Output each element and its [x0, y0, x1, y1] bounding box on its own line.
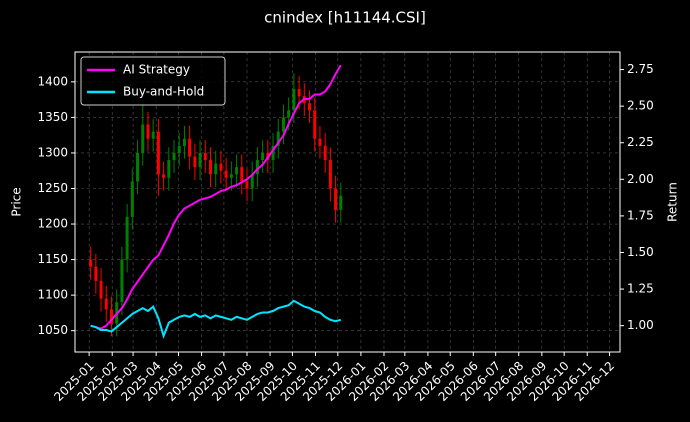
candle-body [141, 124, 145, 153]
candle-body [172, 152, 176, 161]
candle-body [224, 170, 228, 178]
legend-label: AI Strategy [123, 63, 190, 77]
candle-body [209, 160, 213, 175]
candle-body [151, 131, 155, 139]
y2-tick-label: 1.00 [627, 318, 654, 332]
y-tick-label: 1400 [37, 74, 68, 88]
candle-body [334, 188, 338, 210]
y-tick-label: 1350 [37, 110, 68, 124]
candle-body [255, 160, 259, 175]
candle-body [261, 152, 265, 161]
candle-body [156, 131, 160, 175]
y-tick-label: 1250 [37, 181, 68, 195]
y-tick-label: 1100 [37, 288, 68, 302]
candle-body [235, 167, 239, 175]
candle-body [203, 152, 207, 161]
candle-body [318, 138, 322, 146]
candle-body [328, 160, 332, 189]
y-tick-label: 1300 [37, 145, 68, 159]
candle-body [177, 145, 181, 153]
y2-tick-label: 2.25 [627, 135, 654, 149]
plot-frame [74, 51, 621, 353]
y-tick-label: 1050 [37, 323, 68, 337]
candle-body [130, 181, 134, 217]
candle-body [292, 88, 296, 111]
y2-axis-label: Return [666, 182, 680, 222]
y2-tick-label: 2.75 [627, 62, 654, 76]
y2-tick-label: 2.00 [627, 172, 654, 186]
candle-body [297, 88, 301, 97]
y2-tick-label: 2.50 [627, 99, 654, 113]
candle-body [214, 163, 218, 175]
candle-body [281, 117, 285, 132]
y-tick-label: 1200 [37, 217, 68, 231]
candle-body [120, 259, 124, 303]
candle-body [125, 216, 129, 260]
candle-body [89, 259, 93, 267]
candle-body [240, 167, 244, 182]
chart-title: cnindex [h11144.CSI] [264, 9, 426, 27]
y2-tick-label: 1.50 [627, 245, 654, 259]
candle-body [146, 124, 150, 139]
candle-body [109, 309, 113, 324]
candle-body [308, 103, 312, 111]
candle-body [99, 280, 103, 299]
candle-body [198, 152, 202, 168]
candle-body [182, 138, 186, 146]
candle-body [229, 174, 233, 178]
candle-body [339, 195, 343, 210]
candle-body [94, 266, 98, 281]
series-line [90, 64, 342, 330]
y2-tick-label: 1.75 [627, 208, 654, 222]
candle-body [271, 145, 275, 161]
candle-body [188, 138, 192, 157]
candle-body [276, 131, 280, 146]
candle-body [313, 110, 317, 139]
candle-body [136, 152, 140, 182]
series-line [90, 299, 342, 339]
y-axis-label: Price [10, 187, 24, 216]
y-tick-label: 1150 [37, 252, 68, 266]
legend-label: Buy-and-Hold [123, 85, 204, 99]
y2-tick-label: 1.25 [627, 282, 654, 296]
candle-body [323, 145, 327, 161]
candle-body [167, 160, 171, 178]
candle-body [193, 156, 197, 168]
candle-body [162, 174, 166, 178]
candle-body [245, 181, 249, 189]
candle-body [104, 298, 108, 310]
candle-body [219, 163, 223, 171]
legend-box [80, 56, 226, 106]
candle-body [287, 110, 291, 118]
candle-body [250, 174, 254, 189]
